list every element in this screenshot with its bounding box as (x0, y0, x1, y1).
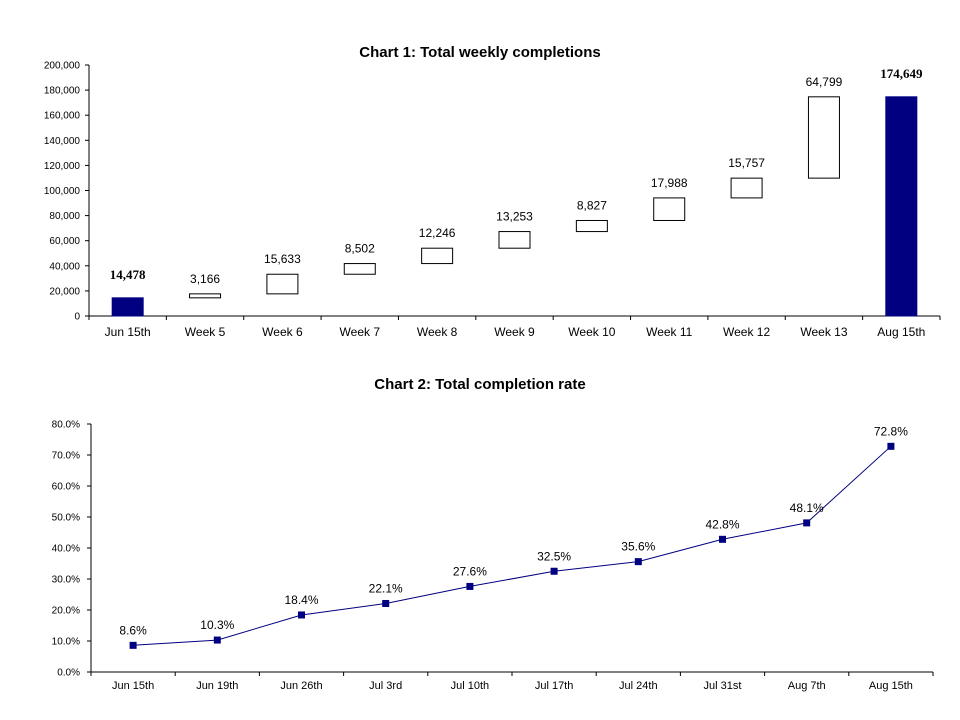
chart1-step-bar (421, 247, 454, 265)
chart1-step-bar (189, 293, 222, 299)
chart1-x-tick-label: Week 12 (723, 325, 770, 339)
chart1-x-tick-label: Week 7 (340, 325, 381, 339)
chart2-data-point (803, 519, 811, 527)
chart2-title: Chart 2: Total completion rate (374, 376, 586, 393)
chart2-data-label: 48.1% (790, 501, 824, 515)
chart1-step-bar (653, 197, 686, 221)
chart2-data-point (887, 442, 895, 450)
chart2-y-tick-label: 70.0% (52, 451, 80, 462)
chart2-y-tick-label: 20.0% (52, 606, 80, 617)
chart2-y-tick-label: 60.0% (52, 482, 80, 493)
chart2-x-tick-label: Jul 17th (535, 680, 574, 692)
chart2-x-tick-label: Jun 26th (280, 680, 322, 692)
chart1-step-bar (807, 96, 840, 179)
chart2-data-point (466, 582, 474, 590)
chart2-y-tick-label: 10.0% (52, 637, 80, 648)
chart1-y-tick-label: 60,000 (49, 236, 80, 247)
chart2-x-tick-label: Jun 19th (196, 680, 238, 692)
chart2-data-label: 35.6% (621, 540, 655, 554)
chart1-step-bar (498, 231, 531, 249)
chart2-data-point (634, 558, 642, 566)
chart1-data-label: 13,253 (496, 210, 533, 224)
chart1-total-bar (111, 297, 144, 317)
chart1-data-label: 17,988 (651, 176, 688, 190)
chart1-x-tick-label: Jun 15th (105, 325, 151, 339)
chart2-data-label: 32.5% (537, 549, 571, 563)
chart1-title: Chart 1: Total weekly completions (359, 44, 601, 61)
chart1-step-bar (575, 219, 608, 233)
chart1-data-label: 15,633 (264, 252, 301, 266)
chart1-data-label: 8,827 (577, 198, 607, 212)
chart2-data-point (719, 535, 726, 543)
chart1-y-tick-label: 20,000 (49, 286, 80, 297)
chart1-data-label: 14,478 (110, 267, 146, 282)
chart2-x-tick-label: Aug 15th (869, 680, 913, 692)
chart2-y-tick-label: 80.0% (52, 420, 80, 431)
chart1-data-label: 64,799 (806, 75, 843, 89)
chart2-x-tick-label: Aug 7th (788, 680, 826, 692)
chart2-y-tick-label: 0.0% (57, 668, 80, 679)
chart1-y-tick-label: 180,000 (44, 86, 81, 97)
chart1-data-label: 3,166 (190, 272, 220, 286)
chart1-y-tick-label: 160,000 (44, 111, 81, 122)
chart2-y-tick-label: 40.0% (52, 544, 80, 555)
chart1-y-tick-label: 120,000 (44, 161, 81, 172)
chart2-data-point (550, 567, 558, 575)
chart2-data-label: 42.8% (705, 517, 739, 531)
chart1-y-tick-label: 140,000 (44, 136, 81, 147)
chart1-total-bar (885, 96, 918, 317)
chart2-y-tick-label: 50.0% (52, 513, 80, 524)
chart1-x-tick-label: Week 5 (185, 325, 226, 339)
chart2-data-label: 8.6% (119, 623, 147, 637)
chart2-data-label: 27.6% (453, 564, 487, 578)
chart1-data-label: 12,246 (419, 226, 456, 240)
chart1-step-bar (266, 273, 299, 295)
chart1-data-label: 174,649 (880, 66, 923, 81)
chart2-data-label: 18.4% (284, 593, 318, 607)
chart2-y-tick-label: 30.0% (52, 575, 80, 586)
chart2-data-label: 10.3% (200, 618, 234, 632)
chart2-x-tick-label: Jul 31st (704, 680, 742, 692)
chart1-data-label: 8,502 (345, 242, 375, 256)
chart1-y-tick-label: 40,000 (49, 261, 80, 272)
chart2-x-tick-label: Jul 10th (451, 680, 490, 692)
chart2-data-point (129, 641, 137, 649)
chart2-data-label: 72.8% (874, 424, 908, 438)
chart1-x-tick-label: Week 6 (262, 325, 303, 339)
chart1-x-tick-label: Week 9 (494, 325, 535, 339)
chart2-data-point (213, 636, 221, 644)
chart1-y-tick-label: 80,000 (49, 211, 80, 222)
chart2-x-tick-label: Jul 24th (619, 680, 658, 692)
chart1-x-tick-label: Week 13 (800, 325, 847, 339)
chart1-y-tick-label: 200,000 (44, 61, 81, 72)
chart2-x-tick-label: Jun 15th (112, 680, 154, 692)
chart1-step-bar (343, 263, 376, 275)
chart1-x-tick-label: Aug 15th (877, 325, 925, 339)
chart2-data-point (382, 599, 390, 607)
chart2-x-tick-label: Jul 3rd (369, 680, 402, 692)
chart1-step-bar (730, 177, 763, 199)
chart1-x-tick-label: Week 10 (568, 325, 615, 339)
chart1-x-tick-label: Week 11 (646, 325, 693, 339)
chart1-x-tick-label: Week 8 (417, 325, 458, 339)
chart2-data-point (298, 611, 305, 619)
chart2-series-line (133, 445, 892, 646)
chart1-y-tick-label: 100,000 (44, 186, 81, 197)
chart1-y-tick-label: 0 (74, 312, 80, 323)
chart1-data-label: 15,757 (728, 156, 765, 170)
chart2-data-label: 22.1% (369, 581, 403, 595)
